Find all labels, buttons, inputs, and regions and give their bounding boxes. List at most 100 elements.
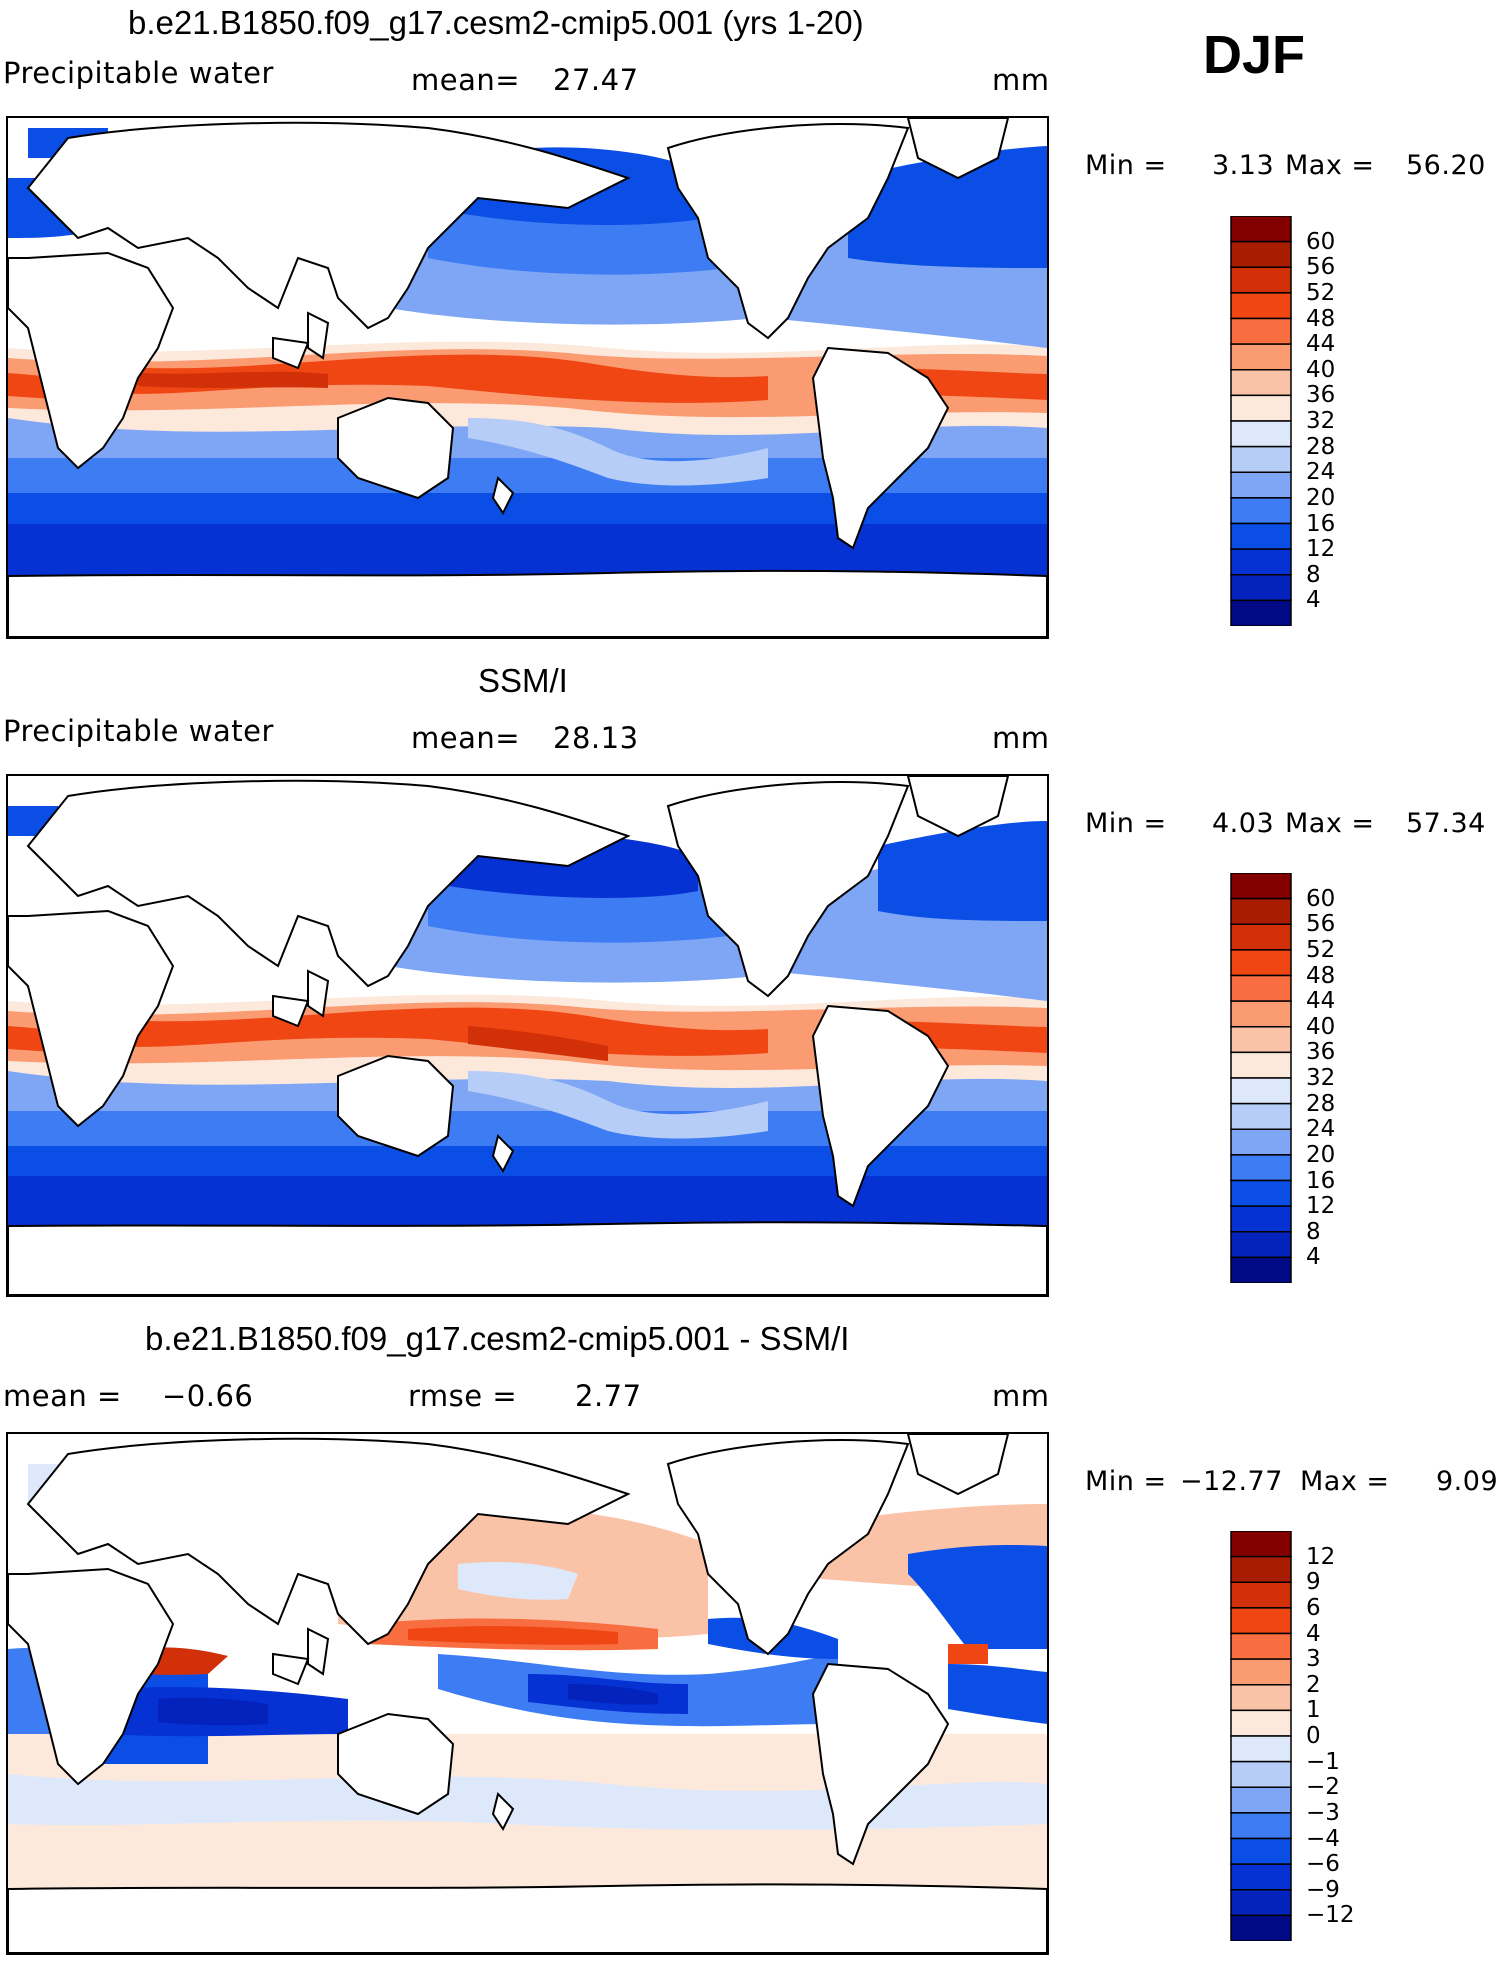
colorbar-tick-label: 32 — [1306, 1065, 1336, 1091]
colorbar-tick-label: −4 — [1306, 1825, 1340, 1852]
panel2-min-label: Min = — [1085, 808, 1167, 839]
colorbar-tick-label: 60 — [1306, 885, 1336, 912]
colorbar-swatch — [1230, 240, 1292, 268]
colorbar-tick-label: 56 — [1306, 254, 1336, 281]
colorbar-swatch — [1230, 1581, 1292, 1609]
colorbar-tick-label: 20 — [1306, 484, 1336, 511]
colorbar-swatch — [1230, 949, 1292, 977]
panel3-max-value: 9.09 — [1436, 1466, 1499, 1497]
colorbar-swatch — [1230, 1051, 1292, 1079]
colorbar-swatch — [1230, 216, 1292, 243]
panel2-colorbar — [1230, 873, 1292, 1283]
colorbar-swatch — [1230, 1077, 1292, 1105]
panel3-colorbar-swatches — [1230, 1531, 1292, 1941]
colorbar-swatch — [1230, 1863, 1292, 1891]
colorbar-tick-label: 52 — [1306, 279, 1336, 306]
panel2-max-label: Max = — [1285, 808, 1375, 839]
panel3-mean-value: −0.66 — [162, 1379, 254, 1413]
colorbar-tick-label: 12 — [1306, 1543, 1336, 1570]
panel1-colorbar-swatches — [1230, 216, 1292, 626]
colorbar-tick-label: 16 — [1306, 1167, 1336, 1194]
colorbar-tick-label: 3 — [1306, 1646, 1321, 1673]
panel3-rmse-label: rmse = — [408, 1379, 518, 1413]
colorbar-swatch — [1230, 266, 1292, 294]
colorbar-tick-label: 6 — [1306, 1594, 1321, 1621]
colorbar-swatch — [1230, 1607, 1292, 1635]
colorbar-tick-label: −12 — [1306, 1902, 1355, 1929]
continents — [8, 118, 1047, 637]
colorbar-swatch — [1230, 923, 1292, 951]
panel3-map — [6, 1432, 1049, 1955]
panel1-units: mm — [992, 63, 1050, 97]
colorbar-swatch — [1230, 292, 1292, 320]
colorbar-tick-label: 4 — [1306, 1244, 1321, 1271]
panel2-mean-value: 28.13 — [553, 721, 639, 755]
colorbar-swatch — [1230, 897, 1292, 925]
colorbar-swatch — [1230, 1026, 1292, 1054]
panel1-mean-value: 27.47 — [553, 63, 639, 97]
colorbar-swatch — [1230, 1128, 1292, 1156]
colorbar-tick-label: −3 — [1306, 1799, 1340, 1826]
panel3-units: mm — [992, 1379, 1050, 1413]
colorbar-tick-label: 48 — [1306, 305, 1336, 332]
panel2-max-value: 57.34 — [1406, 808, 1486, 839]
colorbar-tick-label: −2 — [1306, 1774, 1340, 1801]
colorbar-tick-label: 36 — [1306, 382, 1336, 409]
colorbar-swatch — [1230, 343, 1292, 371]
colorbar-swatch — [1230, 599, 1292, 626]
colorbar-swatch — [1230, 1179, 1292, 1207]
panel1-mean-label: mean= — [411, 63, 521, 97]
colorbar-swatch — [1230, 1000, 1292, 1028]
panel2-colorbar-swatches — [1230, 873, 1292, 1283]
colorbar-tick-label: 4 — [1306, 1620, 1321, 1647]
colorbar-swatch — [1230, 1684, 1292, 1712]
colorbar-swatch — [1230, 497, 1292, 525]
colorbar-swatch — [1230, 471, 1292, 499]
colorbar-tick-label: −1 — [1306, 1748, 1340, 1775]
panel1-min-value: 3.13 — [1212, 150, 1275, 181]
colorbar-tick-label: 1 — [1306, 1697, 1321, 1724]
colorbar-swatch — [1230, 548, 1292, 576]
colorbar-swatch — [1230, 574, 1292, 602]
colorbar-tick-label: 20 — [1306, 1141, 1336, 1168]
colorbar-tick-label: 0 — [1306, 1723, 1321, 1749]
colorbar-tick-label: 12 — [1306, 536, 1336, 563]
colorbar-swatch — [1230, 1837, 1292, 1865]
colorbar-tick-label: 12 — [1306, 1193, 1336, 1220]
colorbar-tick-label: 2 — [1306, 1671, 1321, 1698]
panel3-min-label: Min = — [1085, 1466, 1167, 1497]
colorbar-tick-label: 40 — [1306, 1013, 1336, 1040]
colorbar-swatch — [1230, 420, 1292, 448]
panel2-mean-label: mean= — [411, 721, 521, 755]
panel3-title: b.e21.B1850.f09_g17.cesm2-cmip5.001 - SS… — [145, 1320, 850, 1357]
colorbar-tick-label: 44 — [1306, 331, 1336, 358]
colorbar-tick-label: 32 — [1306, 408, 1336, 434]
panel1-title: b.e21.B1850.f09_g17.cesm2-cmip5.001 (yrs… — [128, 4, 864, 41]
colorbar-swatch — [1230, 317, 1292, 345]
colorbar-swatch — [1230, 1531, 1292, 1558]
panel2-map — [6, 774, 1049, 1297]
panel1-min-label: Min = — [1085, 150, 1167, 181]
colorbar-tick-label: 56 — [1306, 911, 1336, 938]
colorbar-swatch — [1230, 873, 1292, 900]
colorbar-swatch — [1230, 1812, 1292, 1840]
colorbar-tick-label: 28 — [1306, 433, 1336, 460]
colorbar-tick-label: 60 — [1306, 228, 1336, 255]
colorbar-tick-label: −9 — [1306, 1876, 1340, 1903]
colorbar-swatch — [1230, 1102, 1292, 1130]
colorbar-swatch — [1230, 1154, 1292, 1182]
panel2-title: SSM/I — [478, 662, 568, 699]
panel1-max-value: 56.20 — [1406, 150, 1486, 181]
panel1-variable-label: Precipitable water — [3, 56, 274, 90]
colorbar-tick-label: −6 — [1306, 1851, 1340, 1878]
colorbar-tick-label: 8 — [1306, 561, 1321, 588]
colorbar-swatch — [1230, 1658, 1292, 1686]
panel3-colorbar — [1230, 1531, 1292, 1941]
colorbar-tick-label: 44 — [1306, 988, 1336, 1015]
panel3-max-label: Max = — [1300, 1466, 1390, 1497]
panel1-max-label: Max = — [1285, 150, 1375, 181]
panel1-colorbar — [1230, 216, 1292, 626]
colorbar-tick-label: 24 — [1306, 459, 1336, 486]
colorbar-swatch — [1230, 522, 1292, 550]
colorbar-swatch — [1230, 1735, 1292, 1763]
